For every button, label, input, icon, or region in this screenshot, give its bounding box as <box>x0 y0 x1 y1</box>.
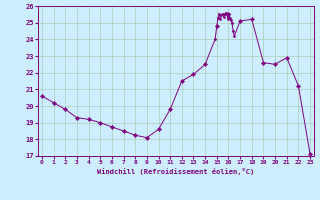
X-axis label: Windchill (Refroidissement éolien,°C): Windchill (Refroidissement éolien,°C) <box>97 168 255 175</box>
